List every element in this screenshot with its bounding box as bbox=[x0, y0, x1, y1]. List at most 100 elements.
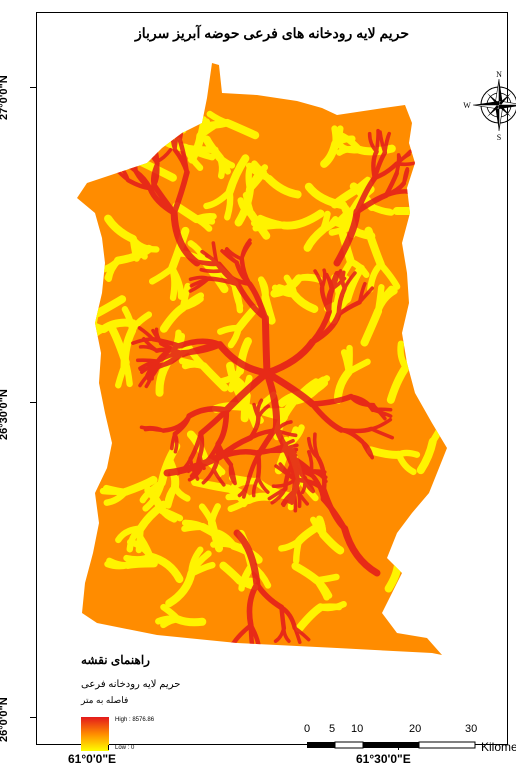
raster-stroke bbox=[306, 436, 320, 460]
lat-tick bbox=[30, 87, 36, 88]
raster-stroke bbox=[141, 336, 159, 353]
map-title: حریم لایه رودخانه های فرعی حوضه آبریز سر… bbox=[134, 25, 410, 41]
raster-stroke bbox=[113, 244, 154, 265]
raster-stroke bbox=[168, 265, 178, 302]
raster-stroke bbox=[336, 286, 347, 317]
raster-stroke bbox=[332, 135, 356, 147]
raster-stroke bbox=[371, 403, 387, 421]
raster-stroke bbox=[202, 119, 231, 129]
raster-stroke bbox=[406, 180, 421, 194]
raster-stroke bbox=[123, 553, 154, 563]
lon-tick bbox=[398, 745, 399, 750]
raster-stroke bbox=[133, 169, 153, 191]
raster-stroke bbox=[197, 116, 207, 139]
raster-stroke bbox=[315, 455, 327, 493]
raster-stroke bbox=[395, 449, 421, 458]
raster-stroke bbox=[357, 286, 375, 304]
raster-stroke bbox=[351, 176, 372, 195]
raster-stroke bbox=[160, 413, 192, 433]
raster-stroke bbox=[237, 476, 251, 498]
map-frame: حریم لایه رودخانه های فرعی حوضه آبریز سر… bbox=[36, 12, 516, 754]
raster-stroke bbox=[309, 401, 345, 433]
raster-stroke bbox=[317, 600, 347, 612]
raster-stroke bbox=[431, 620, 447, 640]
raster-stroke bbox=[222, 369, 271, 414]
raster-stroke bbox=[172, 147, 190, 175]
raster-stroke bbox=[228, 463, 237, 485]
raster-stroke bbox=[366, 446, 403, 459]
raster-stroke bbox=[214, 260, 240, 287]
lat-label-27: 27°0'0"N bbox=[0, 75, 10, 120]
raster-stroke bbox=[279, 605, 298, 631]
raster-stroke bbox=[430, 185, 447, 205]
raster-stroke bbox=[295, 274, 323, 283]
raster-stroke bbox=[296, 460, 313, 476]
raster-stroke bbox=[188, 275, 211, 282]
raster-stroke bbox=[173, 615, 207, 627]
raster-stroke bbox=[237, 197, 255, 218]
raster-stroke bbox=[308, 471, 326, 502]
raster-stroke bbox=[282, 626, 291, 643]
legend-title: راهنمای نقشه bbox=[81, 653, 150, 667]
raster-stroke bbox=[278, 462, 297, 482]
raster-stroke bbox=[173, 432, 179, 454]
raster-stroke bbox=[77, 311, 99, 328]
raster-stroke bbox=[168, 226, 190, 273]
raster-stroke bbox=[257, 647, 276, 655]
raster-stroke bbox=[368, 203, 395, 216]
raster-stroke bbox=[257, 647, 267, 655]
raster-stroke bbox=[215, 407, 230, 447]
raster-stroke bbox=[372, 150, 388, 181]
raster-stroke bbox=[417, 197, 439, 236]
raster-stroke bbox=[234, 260, 252, 286]
raster-stroke bbox=[374, 285, 395, 315]
raster-stroke bbox=[261, 314, 271, 377]
raster-stroke bbox=[402, 168, 410, 186]
raster-stroke bbox=[211, 641, 236, 648]
raster-stroke bbox=[181, 361, 207, 370]
raster-stroke bbox=[182, 144, 204, 171]
raster-stroke bbox=[430, 620, 438, 644]
raster-stroke bbox=[309, 393, 354, 407]
raster-stroke bbox=[324, 272, 334, 292]
raster-stroke bbox=[252, 647, 261, 655]
raster-stroke bbox=[252, 448, 283, 455]
raster-stroke bbox=[171, 169, 190, 216]
raster-stroke bbox=[106, 557, 132, 569]
legend-layer-name: حریم لایه رودخانه فرعی bbox=[81, 679, 181, 690]
raster-stroke bbox=[292, 626, 302, 645]
raster-stroke bbox=[234, 281, 269, 321]
raster-stroke bbox=[227, 324, 242, 349]
north-label: N bbox=[496, 70, 502, 79]
raster-stroke bbox=[154, 113, 173, 141]
raster-stroke bbox=[431, 620, 447, 633]
raster-stroke bbox=[151, 182, 177, 216]
raster-stroke bbox=[77, 311, 99, 328]
raster-stroke bbox=[258, 278, 269, 301]
raster-stroke bbox=[360, 439, 374, 459]
raster-stroke bbox=[84, 311, 99, 338]
raster-stroke bbox=[163, 453, 224, 477]
raster-stroke bbox=[430, 177, 446, 205]
scale-tick-20: 20 bbox=[409, 723, 422, 735]
raster-stroke bbox=[193, 213, 217, 223]
raster-stroke bbox=[170, 209, 201, 267]
scale-tick-5: 5 bbox=[329, 723, 336, 735]
basin-raster bbox=[77, 63, 447, 655]
raster-stroke bbox=[263, 338, 316, 377]
raster-stroke bbox=[383, 131, 391, 155]
raster-stroke bbox=[124, 133, 162, 163]
legend-low-value: Low : 0 bbox=[115, 745, 135, 751]
raster-stroke bbox=[211, 467, 226, 487]
legend-color-ramp bbox=[81, 717, 109, 751]
raster-stroke bbox=[271, 478, 297, 489]
raster-stroke bbox=[410, 574, 447, 599]
raster-stroke bbox=[256, 404, 271, 420]
raster-stroke bbox=[198, 503, 216, 527]
raster-stroke bbox=[263, 369, 316, 408]
raster-stroke bbox=[402, 347, 426, 371]
lat-tick bbox=[30, 402, 36, 403]
raster-stroke bbox=[367, 131, 379, 154]
raster-stroke bbox=[146, 363, 161, 381]
raster-stroke bbox=[178, 341, 223, 356]
